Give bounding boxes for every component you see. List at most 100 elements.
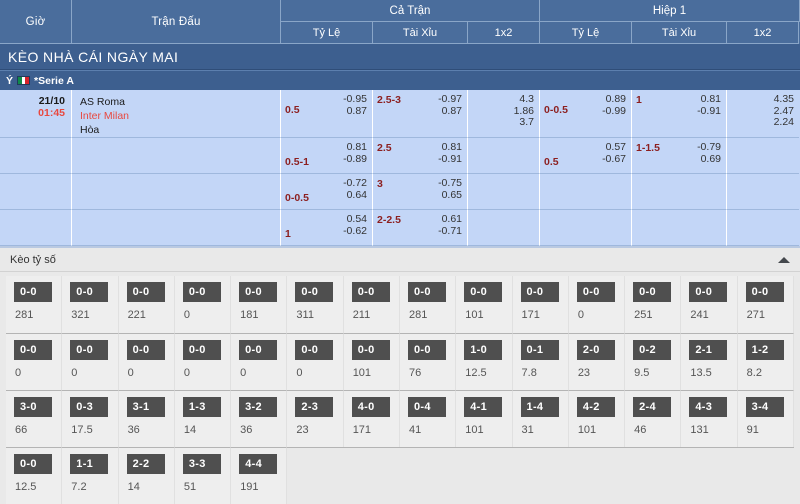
correct-score-cell[interactable]: 0-0 0 (287, 333, 344, 390)
chevron-up-icon[interactable] (778, 256, 790, 263)
odds-cell-h1-handicap[interactable]: 0-0.5 0.89 -0.99 (540, 90, 632, 138)
correct-score-cell[interactable]: 4-1 101 (456, 390, 513, 447)
odds-1x2-draw[interactable]: 1.86 (513, 104, 534, 117)
score-badge[interactable]: 0-0 (126, 282, 165, 302)
odds-value-under[interactable]: -0.91 (438, 152, 462, 165)
score-badge[interactable]: 1-1 (70, 454, 109, 474)
score-badge[interactable]: 3-4 (745, 397, 784, 417)
correct-score-cell[interactable]: 0-0 211 (343, 276, 400, 333)
correct-score-cell[interactable]: 2-2 14 (118, 447, 175, 504)
odds-value-home[interactable]: 0.54 (346, 213, 367, 225)
correct-score-cell[interactable]: 3-2 36 (231, 390, 288, 447)
score-badge[interactable]: 0-0 (70, 282, 109, 302)
odds-1x2-away[interactable]: 3.7 (519, 116, 534, 128)
odds-cell-h1-1x2[interactable]: 4.35 2.47 2.24 (727, 90, 799, 138)
score-badge[interactable]: 1-0 (464, 340, 503, 360)
score-badge[interactable]: 0-0 (745, 282, 784, 302)
correct-score-cell[interactable]: 0-0 171 (512, 276, 569, 333)
odds-1x2-away[interactable]: 2.24 (773, 116, 794, 128)
correct-score-cell[interactable]: 0-0 0 (568, 276, 626, 333)
correct-score-cell[interactable]: 0-0 0 (174, 333, 232, 390)
score-badge[interactable]: 2-2 (126, 454, 165, 474)
correct-score-cell[interactable]: 0-0 251 (625, 276, 682, 333)
score-badge[interactable]: 0-0 (14, 282, 52, 302)
correct-score-cell[interactable]: 0-4 41 (399, 390, 457, 447)
odds-value-over[interactable]: 0.61 (441, 213, 462, 225)
correct-score-cell[interactable]: 0-0 12.5 (6, 447, 63, 504)
odds-value-over[interactable]: -0.79 (697, 141, 721, 153)
correct-score-cell[interactable]: 0-0 0 (118, 333, 175, 390)
score-badge[interactable]: 4-3 (689, 397, 728, 417)
score-badge[interactable]: 0-0 (351, 282, 390, 302)
correct-score-cell[interactable]: 0-0 0 (62, 333, 119, 390)
correct-score-cell[interactable]: 1-0 12.5 (456, 333, 513, 390)
odds-cell-ft-overunder[interactable]: 2-2.5 0.61 -0.71 (373, 210, 468, 246)
score-badge[interactable]: 0-2 (633, 340, 672, 360)
table-row[interactable]: 1 0.54 -0.62 2-2.5 0.61 -0.71 (0, 210, 800, 246)
odds-cell-h1-overunder[interactable]: 1-1.5 -0.79 0.69 (632, 138, 727, 174)
score-badge[interactable]: 0-0 (126, 340, 165, 360)
score-badge[interactable]: 0-0 (14, 454, 52, 474)
correct-score-cell[interactable]: 0-0 321 (62, 276, 119, 333)
score-badge[interactable]: 0-0 (295, 282, 334, 302)
odds-value-under[interactable]: -0.71 (438, 224, 462, 237)
score-badge[interactable]: 0-0 (407, 340, 446, 360)
table-row[interactable]: 21/10 01:45 AS Roma Inter Milan Hòa 0.5 … (0, 90, 800, 138)
odds-1x2-draw[interactable]: 2.47 (773, 104, 794, 117)
correct-score-cell[interactable]: 0-0 101 (343, 333, 400, 390)
correct-score-cell[interactable]: 1-4 31 (512, 390, 569, 447)
correct-score-cell[interactable]: 0-0 221 (118, 276, 175, 333)
score-badge[interactable]: 0-0 (407, 282, 446, 302)
odds-cell-h1-overunder[interactable]: 1 0.81 -0.91 (632, 90, 727, 138)
correct-score-cell[interactable]: 3-0 66 (6, 390, 63, 447)
correct-score-cell[interactable]: 1-2 8.2 (737, 333, 794, 390)
correct-score-cell[interactable]: 0-0 271 (737, 276, 794, 333)
odds-cell-ft-handicap[interactable]: 0.5 -0.95 0.87 (281, 90, 373, 138)
odds-cell-ft-1x2[interactable]: 4.3 1.86 3.7 (468, 90, 540, 138)
odds-value-under[interactable]: -0.91 (697, 104, 721, 117)
correct-score-cell[interactable]: 0-0 281 (399, 276, 457, 333)
score-badge[interactable]: 0-0 (295, 340, 334, 360)
odds-cell-ft-overunder[interactable]: 2.5-3 -0.97 0.87 (373, 90, 468, 138)
correct-score-cell[interactable]: 0-0 76 (399, 333, 457, 390)
score-badge[interactable]: 0-1 (520, 340, 559, 360)
score-badge[interactable]: 3-3 (182, 454, 221, 474)
score-badge[interactable]: 1-2 (745, 340, 784, 360)
correct-score-cell[interactable]: 2-0 23 (568, 333, 626, 390)
score-badge[interactable]: 0-4 (407, 397, 446, 417)
odds-value-home[interactable]: -0.72 (343, 177, 367, 189)
odds-value-under[interactable]: 0.87 (441, 104, 462, 117)
odds-cell-h1-handicap[interactable]: 0.5 0.57 -0.67 (540, 138, 632, 174)
odds-value-over[interactable]: 0.81 (700, 93, 721, 105)
odds-cell-ft-handicap[interactable]: 0.5-1 0.81 -0.89 (281, 138, 373, 174)
score-badge[interactable]: 0-0 (633, 282, 672, 302)
table-row[interactable]: 0.5-1 0.81 -0.89 2.5 0.81 -0.91 (0, 138, 800, 174)
correct-score-cell[interactable]: 1-3 14 (174, 390, 232, 447)
score-badge[interactable]: 0-0 (464, 282, 503, 302)
correct-score-cell[interactable]: 3-1 36 (118, 390, 175, 447)
odds-value-away[interactable]: -0.67 (602, 152, 626, 165)
score-badge[interactable]: 0-0 (239, 282, 278, 302)
correct-score-cell[interactable]: 0-0 0 (6, 333, 63, 390)
correct-score-cell[interactable]: 4-0 171 (343, 390, 400, 447)
score-badge[interactable]: 2-1 (689, 340, 728, 360)
correct-score-cell[interactable]: 0-2 9.5 (625, 333, 682, 390)
correct-score-cell[interactable]: 2-3 23 (287, 390, 344, 447)
score-badge[interactable]: 2-3 (295, 397, 334, 417)
odds-value-away[interactable]: -0.89 (343, 152, 367, 165)
correct-score-cell[interactable]: 3-4 91 (737, 390, 794, 447)
correct-score-cell[interactable]: 0-0 181 (231, 276, 288, 333)
odds-value-away[interactable]: -0.62 (343, 224, 367, 237)
score-badge[interactable]: 4-0 (351, 397, 390, 417)
score-badge[interactable]: 4-2 (576, 397, 615, 417)
correct-score-cell[interactable]: 3-3 51 (174, 447, 232, 504)
score-badge[interactable]: 0-0 (182, 282, 221, 302)
correct-score-cell[interactable]: 1-1 7.2 (62, 447, 119, 504)
score-badge[interactable]: 0-0 (351, 340, 390, 360)
correct-score-cell[interactable]: 0-0 311 (287, 276, 344, 333)
score-badge[interactable]: 0-0 (239, 340, 278, 360)
league-header[interactable]: Ý *Serie A (0, 70, 800, 90)
correct-score-cell[interactable]: 4-3 131 (681, 390, 738, 447)
odds-value-home[interactable]: 0.81 (346, 141, 367, 153)
score-badge[interactable]: 3-0 (14, 397, 52, 417)
